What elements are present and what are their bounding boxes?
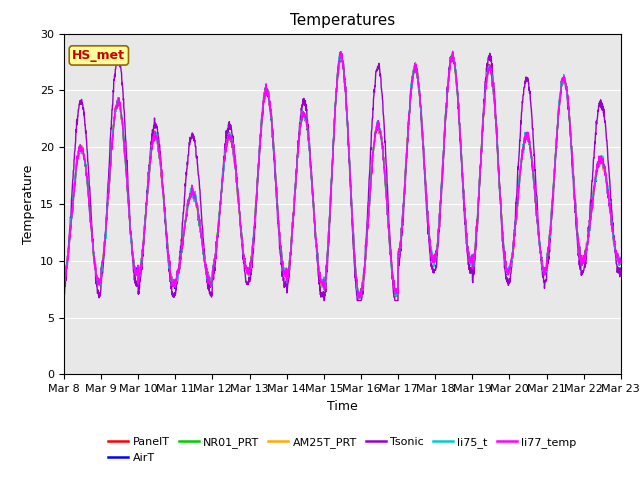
- AM25T_PRT: [568, 149, 576, 155]
- Line: li77_temp: li77_temp: [64, 51, 621, 298]
- NR01_PRT: [60, 280, 68, 286]
- li77_temp: [505, 269, 513, 275]
- AirT: [505, 267, 513, 273]
- li75_t: [216, 215, 223, 221]
- PanelT: [617, 255, 625, 261]
- AM25T_PRT: [371, 135, 379, 141]
- AM25T_PRT: [505, 268, 513, 274]
- li75_t: [449, 49, 456, 55]
- Tsonic: [371, 83, 379, 89]
- PanelT: [60, 278, 68, 284]
- PanelT: [359, 278, 367, 284]
- Tsonic: [216, 216, 223, 222]
- li77_temp: [359, 286, 367, 291]
- AirT: [359, 285, 367, 290]
- AirT: [617, 258, 625, 264]
- AirT: [568, 149, 576, 155]
- NR01_PRT: [617, 255, 625, 261]
- AM25T_PRT: [584, 242, 591, 248]
- PanelT: [584, 242, 591, 248]
- NR01_PRT: [568, 150, 576, 156]
- Text: HS_met: HS_met: [72, 49, 125, 62]
- AM25T_PRT: [359, 286, 367, 291]
- AirT: [584, 242, 591, 248]
- Tsonic: [617, 271, 625, 277]
- Legend: PanelT, AirT, NR01_PRT, AM25T_PRT, Tsonic, li75_t, li77_temp: PanelT, AirT, NR01_PRT, AM25T_PRT, Tsoni…: [104, 433, 581, 467]
- AirT: [216, 214, 223, 219]
- NR01_PRT: [337, 50, 344, 56]
- Title: Temperatures: Temperatures: [290, 13, 395, 28]
- NR01_PRT: [356, 295, 364, 301]
- Line: PanelT: PanelT: [64, 53, 621, 298]
- Tsonic: [505, 279, 513, 285]
- Tsonic: [320, 298, 328, 303]
- li75_t: [505, 271, 513, 276]
- Y-axis label: Temperature: Temperature: [22, 164, 35, 244]
- NR01_PRT: [359, 278, 367, 284]
- li77_temp: [60, 278, 68, 284]
- Tsonic: [568, 162, 576, 168]
- Line: NR01_PRT: NR01_PRT: [64, 53, 621, 298]
- PanelT: [371, 132, 379, 138]
- AirT: [356, 296, 364, 301]
- AM25T_PRT: [216, 213, 223, 218]
- Tsonic: [486, 50, 493, 56]
- li75_t: [60, 277, 68, 283]
- AM25T_PRT: [356, 295, 364, 301]
- PanelT: [337, 50, 345, 56]
- li77_temp: [355, 295, 363, 301]
- AM25T_PRT: [448, 50, 456, 56]
- AM25T_PRT: [60, 278, 68, 284]
- Line: li75_t: li75_t: [64, 52, 621, 299]
- AirT: [449, 51, 457, 57]
- Line: AM25T_PRT: AM25T_PRT: [64, 53, 621, 298]
- NR01_PRT: [505, 270, 513, 276]
- li75_t: [584, 243, 591, 249]
- X-axis label: Time: Time: [327, 400, 358, 413]
- PanelT: [216, 214, 223, 220]
- AirT: [371, 134, 379, 140]
- Line: Tsonic: Tsonic: [64, 53, 621, 300]
- Tsonic: [359, 288, 367, 294]
- li77_temp: [568, 149, 576, 155]
- PanelT: [505, 271, 513, 276]
- li75_t: [359, 284, 367, 290]
- Tsonic: [60, 292, 68, 298]
- AirT: [60, 277, 68, 283]
- PanelT: [568, 152, 576, 158]
- li75_t: [568, 147, 576, 153]
- NR01_PRT: [216, 215, 223, 221]
- Line: AirT: AirT: [64, 54, 621, 299]
- li77_temp: [371, 132, 379, 137]
- Tsonic: [584, 239, 591, 245]
- AM25T_PRT: [617, 256, 625, 262]
- li77_temp: [216, 220, 223, 226]
- li77_temp: [617, 258, 625, 264]
- li75_t: [371, 134, 379, 140]
- li77_temp: [584, 241, 591, 247]
- li75_t: [617, 260, 625, 265]
- NR01_PRT: [584, 242, 591, 248]
- NR01_PRT: [371, 133, 379, 139]
- li75_t: [356, 296, 364, 301]
- li77_temp: [449, 48, 456, 54]
- PanelT: [356, 295, 364, 301]
